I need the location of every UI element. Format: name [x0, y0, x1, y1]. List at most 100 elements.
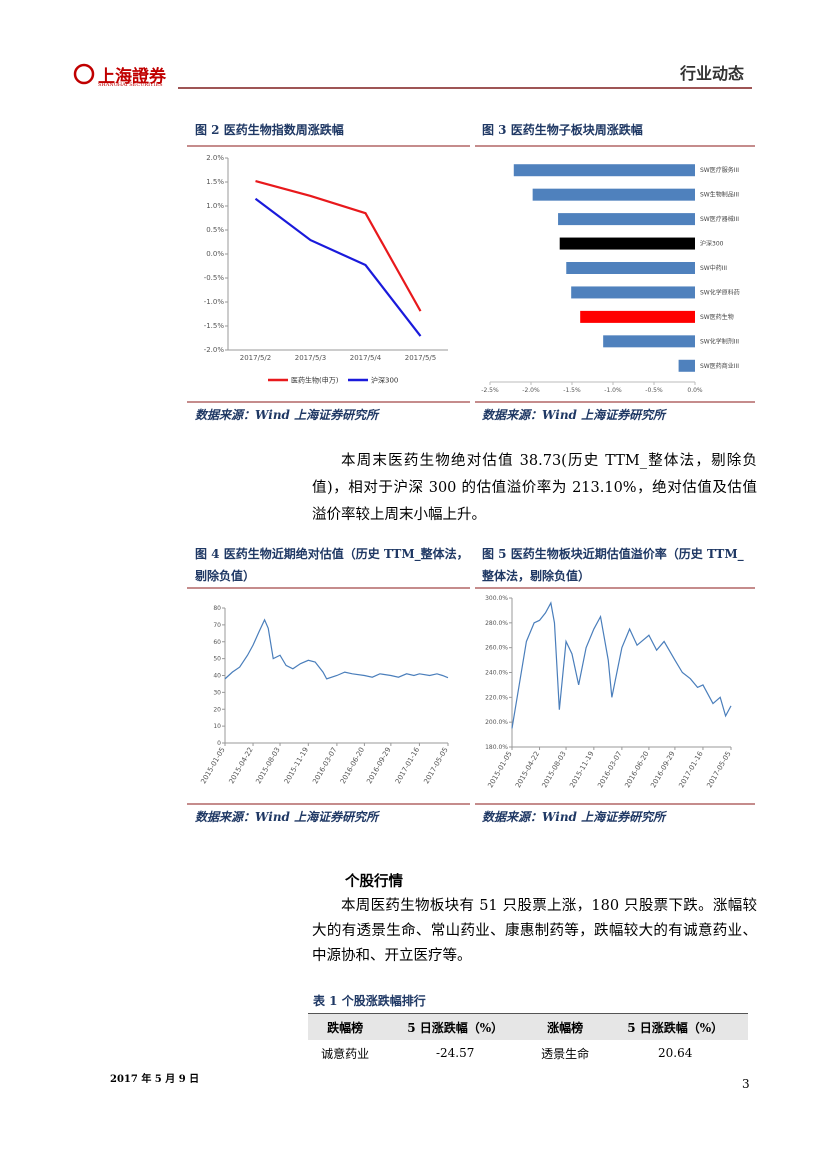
series-line — [511, 601, 732, 729]
category-label: SW化学原料药 — [700, 288, 740, 296]
paragraph: 本周医药生物板块有 51 只股票上涨，180 只股票下跌。涨幅较大的有透景生命、… — [312, 898, 757, 964]
y-tick-label: 1.5% — [206, 178, 224, 186]
x-tick-label: 2017-01-16 — [394, 746, 422, 786]
x-tick-label: 2016-03-07 — [596, 750, 623, 789]
y-tick-label: -1.5% — [204, 322, 225, 330]
figure-source: 数据来源：Wind 上海证券研究所 — [195, 810, 379, 824]
x-tick-label: 2015-08-03 — [541, 750, 568, 789]
y-tick-label: 80 — [213, 605, 221, 612]
figure-title: 图 4 医药生物近期绝对估值（历史 TTM_整体法，剔除负值） — [195, 547, 469, 583]
category-label: SW医疗服务III — [700, 166, 739, 174]
category-label: SW医药生物 — [700, 313, 734, 321]
y-tick-label: 40 — [213, 673, 221, 680]
y-tick-label: 240.0% — [485, 670, 508, 677]
logo-subtext: SHANGHAI SECURITIES — [98, 82, 163, 88]
x-tick-label: 2016-09-29 — [365, 746, 392, 785]
y-tick-label: -0.5% — [204, 274, 225, 282]
bar — [603, 335, 695, 348]
figure-source: 数据来源：Wind 上海证券研究所 — [195, 408, 379, 422]
bar — [678, 359, 695, 372]
paragraph: 本周末医药生物绝对估值 38.73(历史 TTM_整体法，剔除负值)，相对于沪深… — [312, 453, 757, 523]
x-tick-label: 2017/5/5 — [405, 354, 436, 362]
x-tick-label: 2015-08-03 — [254, 746, 281, 785]
table-header: 涨幅榜 — [527, 1013, 603, 1040]
category-label: SW化学制剂III — [700, 337, 739, 345]
x-tick-label: -0.5% — [645, 387, 663, 394]
figure-source: 数据来源：Wind 上海证券研究所 — [482, 408, 666, 422]
category-label: SW中药III — [700, 264, 727, 272]
y-tick-label: 50 — [213, 656, 221, 663]
bar — [580, 310, 695, 323]
y-tick-label: 220.0% — [485, 694, 508, 701]
category-label: SW生物制品III — [700, 191, 739, 199]
y-tick-label: 20 — [213, 706, 221, 713]
table-cell: 20.64 — [657, 1046, 693, 1060]
y-tick-label: 0.0% — [206, 250, 224, 258]
x-tick-label: 2017-05-05 — [422, 746, 449, 785]
category-label: 沪深300 — [700, 240, 724, 248]
bar — [532, 188, 695, 201]
y-tick-label: 2.0% — [206, 154, 224, 162]
x-tick-label: 2016-06-20 — [623, 750, 650, 789]
x-tick-label: -2.5% — [481, 387, 499, 394]
figure-title: 图 5 医药生物板块近期估值溢价率（历史 TTM_整体法，剔除负值） — [482, 547, 744, 583]
legend-label: 沪深300 — [371, 376, 398, 385]
table-cell: 诚意药业 — [321, 1046, 370, 1061]
y-tick-label: 300.0% — [485, 595, 508, 602]
y-tick-label: 0.5% — [206, 226, 224, 234]
y-tick-label: 0 — [217, 740, 221, 747]
category-label: SW医药商业III — [700, 362, 739, 370]
table-cell: -24.57 — [435, 1046, 475, 1060]
table-title: 表 1 个股涨跌幅排行 — [313, 994, 426, 1008]
y-tick-label: 180.0% — [485, 744, 508, 751]
y-tick-label: 1.0% — [206, 202, 224, 210]
logo-mark — [73, 63, 95, 85]
y-tick-label: 70 — [213, 622, 221, 629]
table: 跌幅榜 5 日涨跌幅（%） 涨幅榜 5 日涨跌幅（%） 诚意药业 -24.57 … — [308, 1013, 748, 1066]
x-tick-label: -2.0% — [522, 387, 540, 394]
x-tick-label: 2015-11-19 — [568, 750, 595, 789]
category-label: SW医疗器械III — [700, 215, 739, 223]
x-tick-label: 2016-06-20 — [339, 746, 366, 785]
x-tick-label: 2017-01-16 — [677, 750, 705, 790]
logo-text: 上海證券 — [98, 67, 166, 87]
figure-title: 图 3 医药生物子板块周涨跌幅 — [482, 123, 643, 137]
x-tick-label: 2017-05-05 — [705, 750, 732, 789]
table-cell: 透景生命 — [541, 1046, 590, 1061]
x-tick-label: 2015-04-22 — [514, 750, 541, 789]
y-tick-label: 30 — [213, 689, 221, 696]
series-line — [254, 197, 422, 337]
x-tick-label: -1.0% — [604, 387, 622, 394]
bar — [559, 237, 695, 250]
series-line — [255, 179, 422, 312]
bar — [513, 164, 695, 177]
x-tick-label: 2015-11-19 — [283, 746, 310, 785]
x-tick-label: 2015-01-05 — [199, 746, 226, 785]
y-tick-label: 10 — [213, 723, 221, 730]
x-tick-label: 2016-03-07 — [311, 746, 338, 785]
x-tick-label: 2016-09-29 — [649, 750, 676, 789]
footer-date: 2017 年 5 月 9 日 — [110, 1074, 200, 1085]
bar — [571, 286, 695, 299]
figure-title: 图 2 医药生物指数周涨跌幅 — [195, 123, 344, 137]
x-tick-label: 2015-01-05 — [486, 750, 513, 789]
x-tick-label: 2017/5/3 — [295, 354, 326, 362]
x-tick-label: -1.5% — [563, 387, 581, 394]
y-tick-label: -1.0% — [204, 298, 225, 306]
legend-label: 医药生物(申万) — [291, 376, 339, 385]
section-heading: 个股行情 — [345, 873, 403, 890]
y-tick-label: 280.0% — [485, 620, 508, 627]
figure-source: 数据来源：Wind 上海证券研究所 — [482, 810, 666, 824]
table-header: 5 日涨跌幅（%） — [602, 1013, 748, 1040]
x-tick-label: 2015-04-22 — [227, 746, 254, 785]
table-header: 跌幅榜 — [308, 1013, 383, 1040]
x-tick-label: 2017/5/4 — [350, 354, 382, 362]
bar — [566, 262, 695, 274]
series-line — [224, 618, 449, 680]
table-header: 5 日涨跌幅（%） — [382, 1013, 528, 1040]
page-number: 3 — [742, 1077, 750, 1091]
y-tick-label: 200.0% — [485, 719, 508, 726]
x-tick-label: 0.0% — [687, 387, 703, 394]
